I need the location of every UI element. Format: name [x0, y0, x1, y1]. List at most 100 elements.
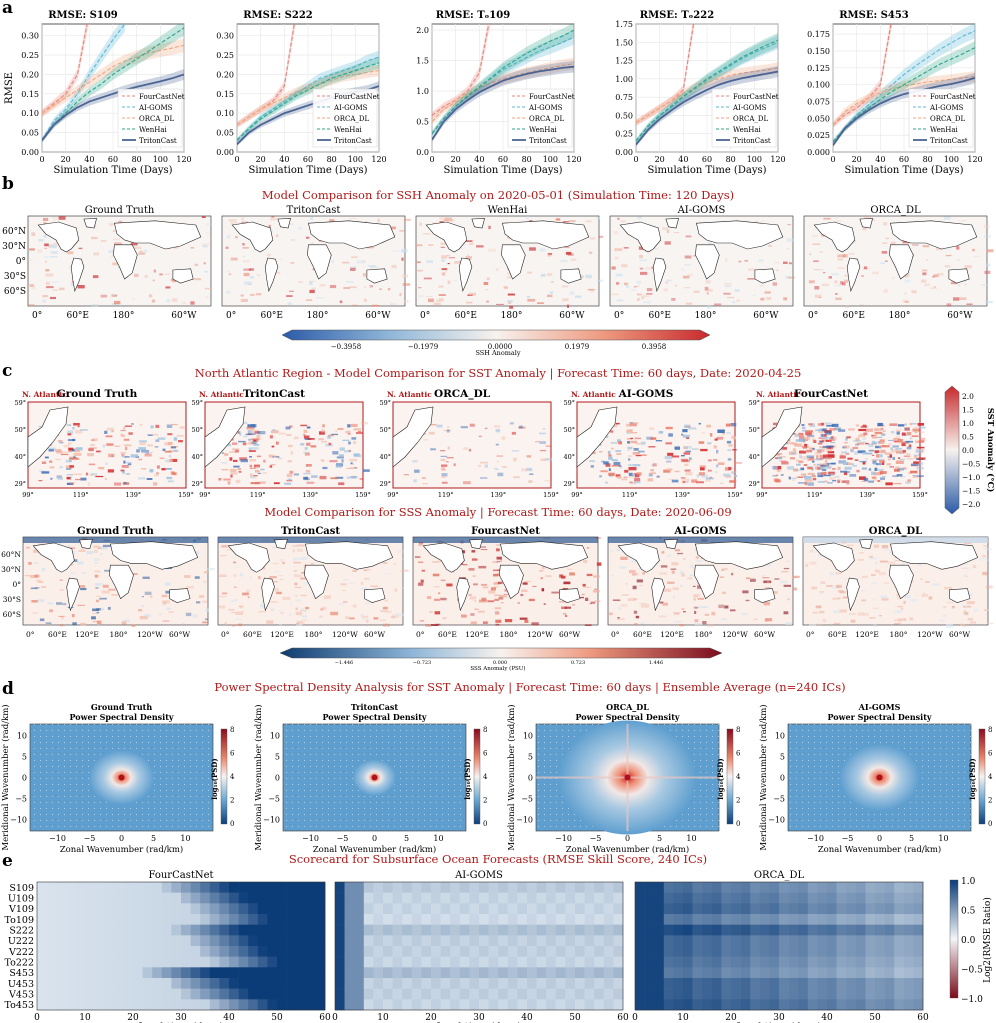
score-cell	[104, 914, 115, 925]
score-cell	[56, 914, 67, 925]
anomaly-cell	[716, 464, 719, 468]
lon-tick-label: 0°	[221, 630, 230, 639]
score-cell	[875, 892, 885, 904]
anomaly-cell	[69, 476, 73, 479]
lat-tick-label: 59°	[379, 399, 391, 407]
anomaly-cell	[804, 436, 810, 441]
anomaly-cell	[164, 450, 172, 453]
arctic-band	[413, 537, 598, 543]
anomaly-cell	[69, 572, 76, 574]
score-cell	[555, 882, 566, 893]
x-tick-label: 5	[151, 834, 156, 843]
anomaly-cell	[830, 442, 836, 444]
anomaly-cell	[874, 428, 879, 431]
score-cell	[296, 999, 307, 1011]
score-cell	[759, 882, 770, 893]
lon-tick-label: 139°	[859, 491, 875, 499]
anomaly-cell	[594, 600, 601, 603]
anomaly-cell	[879, 560, 888, 563]
coastline	[458, 257, 473, 293]
score-cell	[46, 999, 57, 1011]
anomaly-cell	[819, 454, 826, 459]
anomaly-cell	[814, 458, 821, 461]
score-cell	[517, 946, 528, 957]
score-cell	[575, 914, 585, 925]
anomaly-cell	[432, 573, 440, 577]
anomaly-cell	[77, 425, 80, 428]
score-cell	[440, 924, 451, 936]
anomaly-cell	[630, 440, 638, 444]
anomaly-cell	[111, 294, 117, 297]
anomaly-cell	[237, 468, 241, 470]
anomaly-cell	[416, 261, 421, 264]
anomaly-cell	[320, 608, 324, 611]
y-tick-label: −10	[768, 816, 785, 825]
lat-tick-label: 30°N	[1, 565, 21, 574]
score-cell	[894, 935, 905, 947]
anomaly-cell	[881, 433, 886, 436]
legend-label: ORCA_DL	[529, 115, 565, 123]
score-cell	[257, 892, 268, 904]
anomaly-cell	[683, 287, 691, 289]
anomaly-cell	[494, 467, 497, 470]
score-cell	[383, 999, 393, 1011]
anomaly-cell	[620, 220, 626, 223]
anomaly-cell	[640, 622, 645, 625]
colorbar-body	[279, 647, 723, 659]
score-cell	[113, 988, 124, 1000]
anomaly-cell	[950, 281, 958, 285]
score-cell	[46, 956, 57, 968]
score-cell	[788, 924, 799, 936]
legend-label: AI-GOMS	[138, 104, 173, 112]
anomaly-cell	[818, 431, 824, 433]
y-tick-label: 0.30	[216, 32, 234, 41]
anomaly-cell	[617, 439, 621, 443]
anomaly-cell	[280, 559, 284, 562]
anomaly-cell	[296, 622, 299, 626]
anomaly-cell	[468, 448, 472, 452]
score-cell	[200, 956, 211, 968]
y-tick-label: 0.05	[21, 129, 39, 138]
score-cell	[248, 882, 259, 893]
score-cell	[277, 978, 287, 989]
anomaly-cell	[861, 481, 868, 482]
score-cell	[431, 935, 441, 947]
anomaly-cell	[987, 622, 994, 625]
anomaly-cell	[123, 481, 127, 485]
score-cell	[133, 914, 143, 925]
score-cell	[85, 946, 95, 957]
anomaly-cell	[881, 445, 890, 448]
anomaly-cell	[370, 585, 379, 588]
anomaly-cell	[441, 259, 445, 262]
anomaly-cell	[178, 440, 183, 443]
score-cell	[363, 946, 374, 957]
score-cell	[181, 914, 191, 925]
score-cell	[209, 999, 220, 1011]
anomaly-cell	[726, 440, 732, 444]
anomaly-cell	[400, 587, 404, 589]
lat-tick-label: 0°	[12, 580, 21, 589]
score-cell	[711, 882, 722, 893]
score-cell	[286, 935, 297, 947]
anomaly-cell	[206, 232, 210, 233]
anomaly-cell	[811, 475, 816, 478]
anomaly-cell	[704, 613, 709, 616]
score-cell	[171, 914, 182, 925]
anomaly-cell	[886, 463, 891, 466]
anomaly-cell	[914, 431, 917, 434]
anomaly-cell	[882, 242, 888, 244]
coastline	[113, 244, 138, 280]
score-cell	[692, 999, 703, 1011]
anomaly-cell	[800, 467, 805, 471]
anomaly-cell	[184, 575, 191, 578]
y-tick-label: 0.00	[21, 148, 39, 157]
anomaly-cell	[269, 576, 277, 579]
anomaly-cell	[48, 448, 54, 452]
anomaly-cell	[593, 575, 600, 578]
score-cell	[421, 988, 432, 1000]
anomaly-cell	[352, 569, 357, 572]
coastline	[559, 588, 581, 604]
anomaly-cell	[384, 573, 391, 575]
y-tick-label: 1.25	[615, 57, 633, 66]
anomaly-cell	[472, 575, 476, 578]
